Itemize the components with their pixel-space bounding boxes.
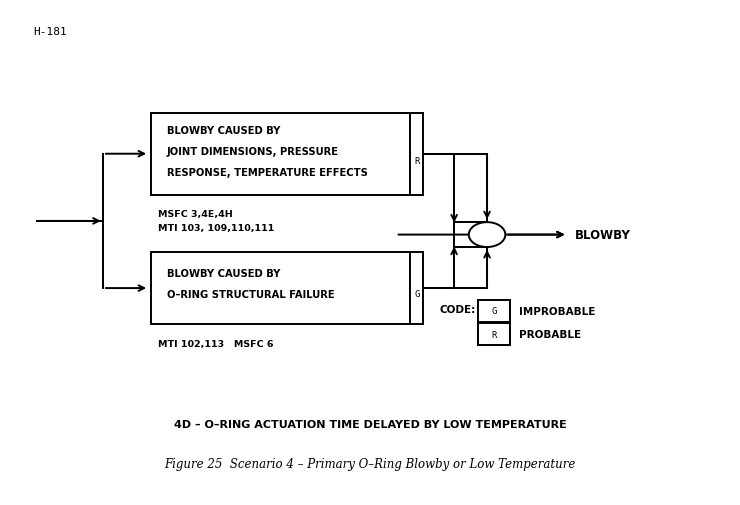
Bar bbox=[478, 324, 511, 345]
Text: 4D – O–RING ACTUATION TIME DELAYED BY LOW TEMPERATURE: 4D – O–RING ACTUATION TIME DELAYED BY LO… bbox=[174, 419, 566, 429]
Text: BLOWBY: BLOWBY bbox=[575, 229, 630, 241]
Text: MSFC 3,4E,4H: MSFC 3,4E,4H bbox=[158, 209, 232, 218]
Text: RESPONSE, TEMPERATURE EFFECTS: RESPONSE, TEMPERATURE EFFECTS bbox=[166, 168, 368, 178]
Text: BLOWBY CAUSED BY: BLOWBY CAUSED BY bbox=[166, 268, 280, 278]
Text: MTI 103, 109,110,111: MTI 103, 109,110,111 bbox=[158, 224, 275, 233]
Bar bbox=[150, 114, 410, 195]
Text: BLOWBY CAUSED BY: BLOWBY CAUSED BY bbox=[166, 126, 280, 136]
Bar bbox=[410, 114, 423, 195]
Text: CODE:: CODE: bbox=[440, 305, 476, 315]
Circle shape bbox=[468, 223, 505, 247]
Text: Figure 25  Scenario 4 – Primary O–Ring Blowby or Low Temperature: Figure 25 Scenario 4 – Primary O–Ring Bl… bbox=[164, 457, 576, 470]
Text: G: G bbox=[414, 290, 420, 299]
Text: O–RING STRUCTURAL FAILURE: O–RING STRUCTURAL FAILURE bbox=[166, 289, 334, 299]
Text: G: G bbox=[491, 307, 497, 316]
Bar bbox=[478, 300, 511, 322]
Text: R: R bbox=[491, 330, 497, 339]
Text: IMPROBABLE: IMPROBABLE bbox=[519, 306, 596, 316]
Bar bbox=[410, 252, 423, 325]
Text: PROBABLE: PROBABLE bbox=[519, 329, 582, 339]
Bar bbox=[150, 252, 410, 325]
Text: JOINT DIMENSIONS, PRESSURE: JOINT DIMENSIONS, PRESSURE bbox=[166, 147, 339, 157]
Text: R: R bbox=[414, 157, 420, 166]
Text: H-181: H-181 bbox=[33, 26, 67, 36]
Text: MTI 102,113   MSFC 6: MTI 102,113 MSFC 6 bbox=[158, 339, 273, 348]
